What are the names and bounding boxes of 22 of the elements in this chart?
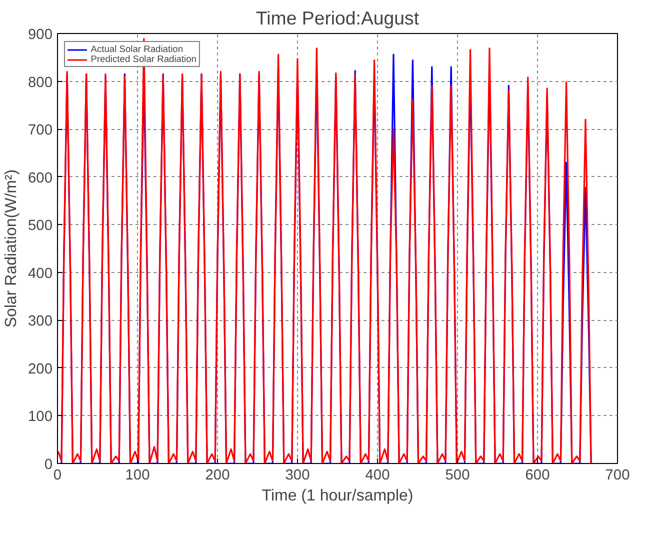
- x-tick-label: 500: [445, 468, 470, 484]
- x-tick-label: 100: [125, 468, 150, 484]
- y-tick-label: 800: [28, 74, 53, 91]
- legend-label: Actual Solar Radiation: [90, 44, 184, 54]
- y-tick-label: 400: [28, 266, 53, 282]
- legend-label: Predicted Solar Radiation: [90, 54, 196, 64]
- x-tick-label: 400: [365, 468, 390, 484]
- y-tick-label: 600: [28, 170, 53, 186]
- y-tick-label: 300: [28, 314, 53, 330]
- y-tick-label: 900: [28, 27, 53, 43]
- x-tick-label: 600: [525, 468, 550, 484]
- chart-title: Time Period:August: [256, 8, 420, 28]
- x-tick-label: 200: [205, 468, 230, 484]
- y-tick-label: 500: [28, 218, 53, 234]
- y-tick-label: 700: [28, 122, 53, 139]
- y-tick-label: 100: [28, 409, 53, 426]
- x-tick-label: 300: [285, 468, 310, 484]
- x-axis-title: Time (1 hour/sample): [262, 488, 414, 504]
- y-axis-title: Solar Radiation(W/m²): [3, 169, 20, 328]
- y-tick-label: 0: [44, 457, 53, 473]
- y-tick-label: 200: [28, 361, 53, 378]
- x-tick-label: 700: [605, 468, 630, 484]
